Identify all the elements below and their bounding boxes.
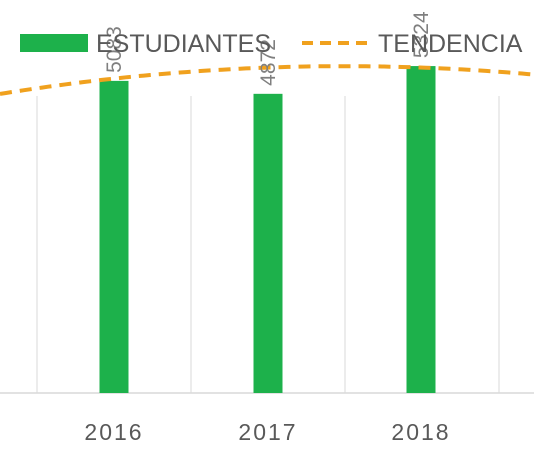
x-tick-labels: 2016 2017 2018 <box>84 419 450 445</box>
x-tick-2018: 2018 <box>391 419 450 445</box>
legend: ESTUDIANTES TENDENCIA <box>20 30 523 58</box>
data-labels: 5083 4872 5324 <box>103 11 433 86</box>
bar-2016 <box>99 80 129 393</box>
gridlines <box>36 96 500 393</box>
x-tick-2016: 2016 <box>84 419 143 445</box>
x-tick-2017: 2017 <box>238 419 297 445</box>
trend-line <box>0 64 534 96</box>
legend-swatch-estudiantes <box>20 34 88 52</box>
data-label-2016: 5083 <box>103 26 126 73</box>
legend-label-tendencia: TENDENCIA <box>378 30 523 58</box>
legend-label-estudiantes: ESTUDIANTES <box>96 30 271 58</box>
bar-2017 <box>253 93 283 394</box>
data-label-2018: 5324 <box>410 11 433 58</box>
bar-series <box>99 66 436 394</box>
bar-2018 <box>406 66 436 394</box>
data-label-2017: 4872 <box>257 39 280 86</box>
